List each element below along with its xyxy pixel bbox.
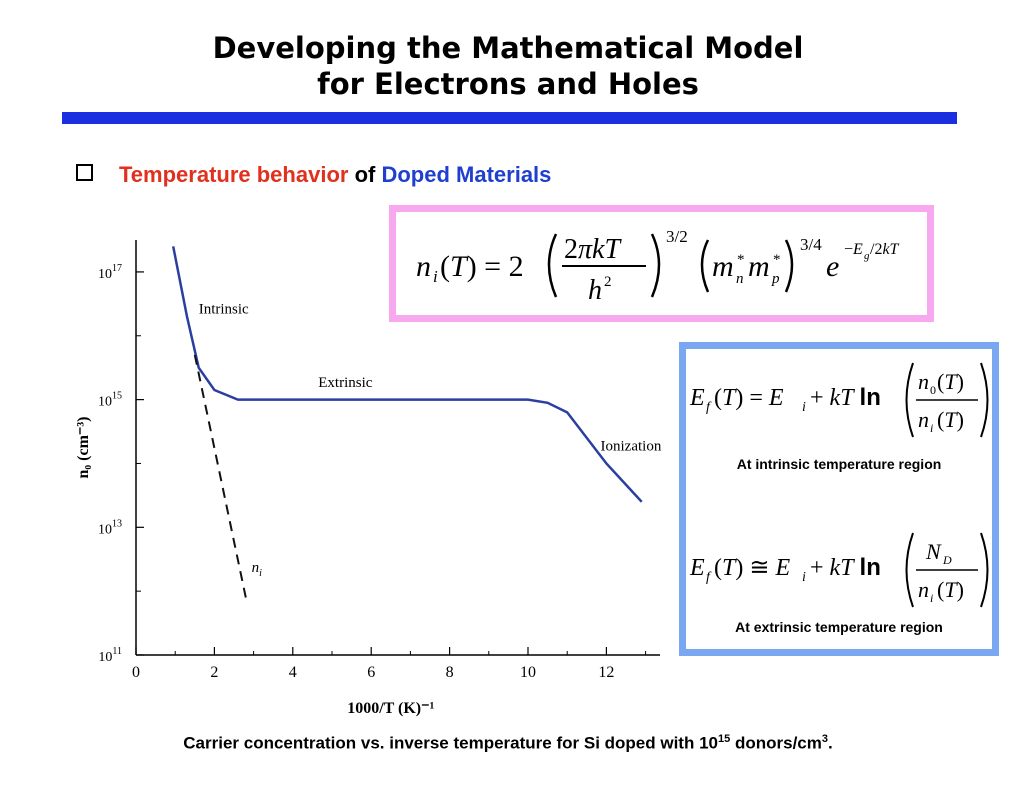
chart-labels: 0 2 4 6 8 10 12 1017 1015 1013 1011 1000/T (K)⁻¹ n₀ … <box>75 263 662 717</box>
carrier-concentration-chart: 0 2 4 6 8 10 12 1017 1015 1013 1011 1000/T (K)⁻¹ n₀ … <box>75 240 662 717</box>
svg-text:n: n <box>918 369 929 394</box>
svg-text:*: * <box>773 252 781 268</box>
svg-text:2: 2 <box>604 274 612 290</box>
title-line-2: for Electrons and Holes <box>317 67 699 101</box>
intrinsic-region-label: At intrinsic temperature region <box>736 456 942 472</box>
fermi-formula-extrinsic: E f (T) ≅ E i + kT ln N D n i (T) <box>689 532 989 608</box>
y-tick-label: 1011 <box>98 646 122 665</box>
y-axis-label: n₀ (cm⁻³) <box>75 416 92 478</box>
y-tick-label: 1015 <box>98 391 122 410</box>
title-underline-bar <box>62 112 957 124</box>
svg-text:/2kT: /2kT <box>870 241 900 258</box>
x-tick-label: 8 <box>446 664 454 681</box>
svg-text:f: f <box>706 570 712 585</box>
svg-text:i: i <box>433 267 438 286</box>
checkbox-bullet-icon <box>76 164 93 181</box>
svg-text:n: n <box>918 407 929 432</box>
svg-text:3/2: 3/2 <box>666 227 688 246</box>
chart-ticks <box>135 271 647 656</box>
svg-text:E: E <box>689 385 705 411</box>
x-axis-label: 1000/T (K)⁻¹ <box>347 700 434 717</box>
svg-text:(T): (T) <box>937 407 964 432</box>
svg-text:h: h <box>588 275 602 306</box>
svg-text:(T): (T) <box>937 369 964 394</box>
x-tick-label: 6 <box>367 664 375 681</box>
svg-text:e: e <box>826 250 839 283</box>
svg-text:+ kT ln: + kT ln <box>810 554 881 581</box>
bullet-part-1: Temperature behavior <box>119 162 349 187</box>
x-tick-label: 12 <box>598 664 614 681</box>
svg-text:g: g <box>864 250 870 262</box>
svg-text:(T) ≅ E: (T) ≅ E <box>714 555 790 581</box>
svg-text:2πkT: 2πkT <box>564 234 622 265</box>
intrinsic-annotation: Intrinsic <box>199 301 249 317</box>
svg-text:i: i <box>930 591 933 605</box>
svg-text:N: N <box>925 539 942 564</box>
caption-text: Carrier concentration vs. inverse temper… <box>183 733 718 753</box>
caption-exp2: 3 <box>821 733 828 745</box>
svg-text:f: f <box>706 400 712 415</box>
svg-text:D: D <box>942 553 952 567</box>
svg-text:(T) = E: (T) = E <box>714 385 784 411</box>
ni-formula: n i (T) = 2 2πkT h 2 3/2 m * n m * p 3/4… <box>416 227 900 306</box>
y-tick-label: 1017 <box>98 263 122 282</box>
ni-formula-box: n i (T) = 2 2πkT h 2 3/2 m * n m * p 3/4… <box>389 205 934 322</box>
svg-text:n: n <box>918 577 929 602</box>
svg-text:n: n <box>736 271 744 287</box>
ni-formula-inner: n i (T) = 2 2πkT h 2 3/2 m * n m * p 3/4… <box>396 212 927 315</box>
x-tick-label: 0 <box>132 664 140 681</box>
svg-text:−E: −E <box>844 241 863 258</box>
svg-text:(T) = 2: (T) = 2 <box>440 250 524 283</box>
svg-text:+ kT ln: + kT ln <box>810 384 881 411</box>
chart-axes <box>135 240 660 656</box>
svg-text:n: n <box>416 250 431 283</box>
bullet-heading: Temperature behavior of Doped Materials <box>76 162 551 188</box>
svg-text:(T): (T) <box>937 577 964 602</box>
bullet-part-3: Doped Materials <box>381 162 552 187</box>
svg-text:p: p <box>771 271 780 287</box>
title-line-1: Developing the Mathematical Model <box>212 31 804 65</box>
svg-text:i: i <box>802 400 806 415</box>
ni-dashed-curve <box>193 354 247 598</box>
fermi-formula-intrinsic: E f (T) = E i + kT ln n 0 (T) n i (T) <box>689 362 989 438</box>
extrinsic-region-label: At extrinsic temperature region <box>735 619 943 635</box>
svg-text:0: 0 <box>930 383 936 397</box>
svg-text:3/4: 3/4 <box>800 235 822 254</box>
slide-title: Developing the Mathematical Model for El… <box>0 30 1016 102</box>
x-tick-label: 2 <box>210 664 218 681</box>
svg-text:m: m <box>712 250 734 283</box>
n0-curve <box>171 246 643 503</box>
bullet-part-2: of <box>354 162 376 187</box>
svg-text:i: i <box>930 421 933 435</box>
svg-text:i: i <box>802 570 806 585</box>
svg-text:m: m <box>748 250 770 283</box>
caption-tail: donors/cm <box>730 733 822 753</box>
caption-end: . <box>827 733 833 753</box>
svg-text:*: * <box>737 252 745 268</box>
ni-annotation: ni <box>252 560 263 579</box>
y-tick-label: 1013 <box>98 518 122 537</box>
x-tick-label: 10 <box>520 664 536 681</box>
figure-caption: Carrier concentration vs. inverse temper… <box>0 733 1016 754</box>
fermi-level-inner: E f (T) = E i + kT ln n 0 (T) n i (T) At… <box>686 349 992 649</box>
x-tick-label: 4 <box>289 664 297 681</box>
chart-curves <box>171 246 643 598</box>
extrinsic-annotation: Extrinsic <box>318 375 372 391</box>
fermi-level-box: E f (T) = E i + kT ln n 0 (T) n i (T) At… <box>679 342 999 656</box>
caption-exp: 15 <box>717 733 731 745</box>
ionization-annotation: Ionization <box>601 439 662 455</box>
svg-text:E: E <box>689 555 705 581</box>
